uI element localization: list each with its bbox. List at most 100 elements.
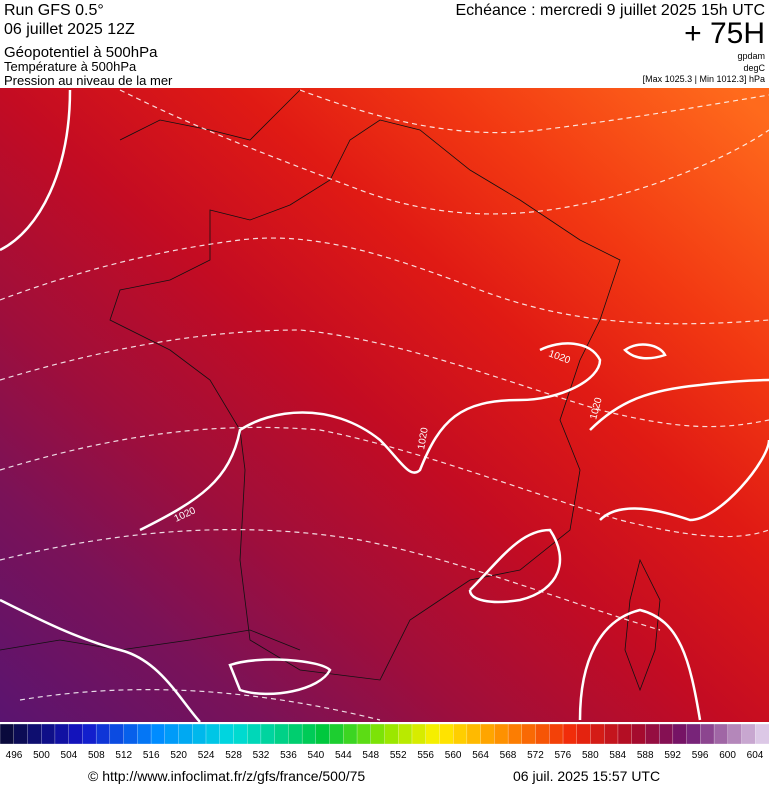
colorbar-label: 576 <box>555 750 572 761</box>
color-swatch <box>466 723 482 745</box>
color-swatch <box>0 723 15 745</box>
colorbar-label: 520 <box>170 750 187 761</box>
color-swatch <box>205 723 221 745</box>
color-swatch <box>315 723 331 745</box>
color-swatch <box>631 723 647 745</box>
color-swatch <box>453 723 468 745</box>
colorbar-label: 536 <box>280 750 297 761</box>
color-swatch <box>411 723 427 745</box>
color-swatch <box>54 723 70 745</box>
colorbar-label: 544 <box>335 750 352 761</box>
colorbar-label: 504 <box>61 750 78 761</box>
color-swatch <box>260 723 276 745</box>
date: 06 juillet 2025 12Z <box>4 21 135 38</box>
color-swatch <box>13 723 29 745</box>
colorbar: 496 500 504 508 512 516 520 524 528 532 536 540 544 5… <box>0 723 769 761</box>
colorbar-label: 580 <box>582 750 599 761</box>
colorbar-label: 572 <box>527 750 544 761</box>
source-url: © http://www.infoclimat.fr/z/gfs/france/… <box>88 768 365 784</box>
colorbar-label: 596 <box>692 750 709 761</box>
color-swatch <box>521 723 537 745</box>
color-swatch <box>68 723 84 745</box>
colorbar-label: 564 <box>472 750 489 761</box>
color-swatch <box>343 723 358 745</box>
unit: gpdam <box>737 51 765 61</box>
timestamp: 06 juil. 2025 15:57 UTC <box>513 768 660 784</box>
color-swatch <box>535 723 550 745</box>
contour-label: 1020 <box>416 426 431 450</box>
colorbar-label: 560 <box>445 750 462 761</box>
color-swatch <box>713 723 729 745</box>
color-swatch <box>700 723 715 745</box>
color-swatch <box>233 723 248 745</box>
colorbar-label: 592 <box>664 750 681 761</box>
colorbar-label: 556 <box>417 750 434 761</box>
color-swatch <box>590 723 605 745</box>
colorbar-label: 540 <box>308 750 325 761</box>
color-swatch <box>645 723 660 745</box>
color-swatch <box>192 723 207 745</box>
color-swatch <box>425 723 441 745</box>
colorbar-label: 584 <box>609 750 626 761</box>
color-swatch <box>123 723 138 745</box>
footer: © http://www.infoclimat.fr/z/gfs/france/… <box>88 768 660 784</box>
colorbar-label: 508 <box>88 750 105 761</box>
color-swatch <box>439 723 454 745</box>
color-swatch <box>398 723 413 745</box>
colorbar-label: 568 <box>500 750 517 761</box>
color-swatch <box>109 723 125 745</box>
color-swatch <box>178 723 193 745</box>
color-swatch <box>95 723 111 745</box>
colorbar-label: 524 <box>198 750 215 761</box>
color-swatch <box>549 723 564 745</box>
colorbar-label: 532 <box>253 750 270 761</box>
colorbar-label: 588 <box>637 750 654 761</box>
color-swatch <box>672 723 688 745</box>
color-swatch <box>617 723 633 745</box>
temperature-field <box>0 88 769 722</box>
colorbar-label: 600 <box>719 750 736 761</box>
color-swatch <box>562 723 578 745</box>
color-swatch <box>741 723 756 745</box>
color-swatch <box>507 723 523 745</box>
echeance: Echéance : mercredi 9 juillet 2025 15h U… <box>456 2 766 19</box>
header: Run GFS 0.5° 06 juillet 2025 12Z Géopote… <box>4 2 766 88</box>
color-swatch <box>604 723 619 745</box>
isobars <box>0 89 769 722</box>
colorbar-label: 500 <box>33 750 50 761</box>
color-swatch <box>150 723 166 745</box>
color-swatch <box>41 723 56 745</box>
range: [Max 1025.3 | Min 1012.3] hPa <box>643 74 765 84</box>
color-swatch <box>755 723 769 745</box>
colorbar-label: 496 <box>6 750 23 761</box>
color-swatch <box>370 723 386 745</box>
color-swatch <box>219 723 235 745</box>
color-swatch <box>27 723 42 745</box>
color-swatch <box>727 723 743 745</box>
field: Géopotentiel à 500hPa <box>4 44 158 61</box>
color-swatch <box>576 723 592 745</box>
map: 1020 1020 1020 1020 <box>0 88 769 722</box>
colorbar-label: 604 <box>747 750 764 761</box>
color-swatch <box>384 723 399 745</box>
colorbar-label: 528 <box>225 750 242 761</box>
color-swatch <box>274 723 290 745</box>
lead-time: + 75H <box>684 17 765 50</box>
color-swatch <box>329 723 344 745</box>
colorbar-label: 552 <box>390 750 407 761</box>
field: Pression au niveau de la mer <box>4 73 173 88</box>
color-swatch <box>247 723 262 745</box>
color-swatch <box>288 723 303 745</box>
colorbar-label: 516 <box>143 750 160 761</box>
color-swatch <box>301 723 317 745</box>
field: Température à 500hPa <box>4 59 137 74</box>
color-swatch <box>658 723 674 745</box>
unit: degC <box>743 63 765 73</box>
color-swatch <box>494 723 509 745</box>
color-swatch <box>82 723 97 745</box>
color-swatch <box>164 723 180 745</box>
run: Run GFS 0.5° <box>4 2 104 19</box>
colorbar-label: 512 <box>115 750 132 761</box>
color-swatch <box>480 723 496 745</box>
